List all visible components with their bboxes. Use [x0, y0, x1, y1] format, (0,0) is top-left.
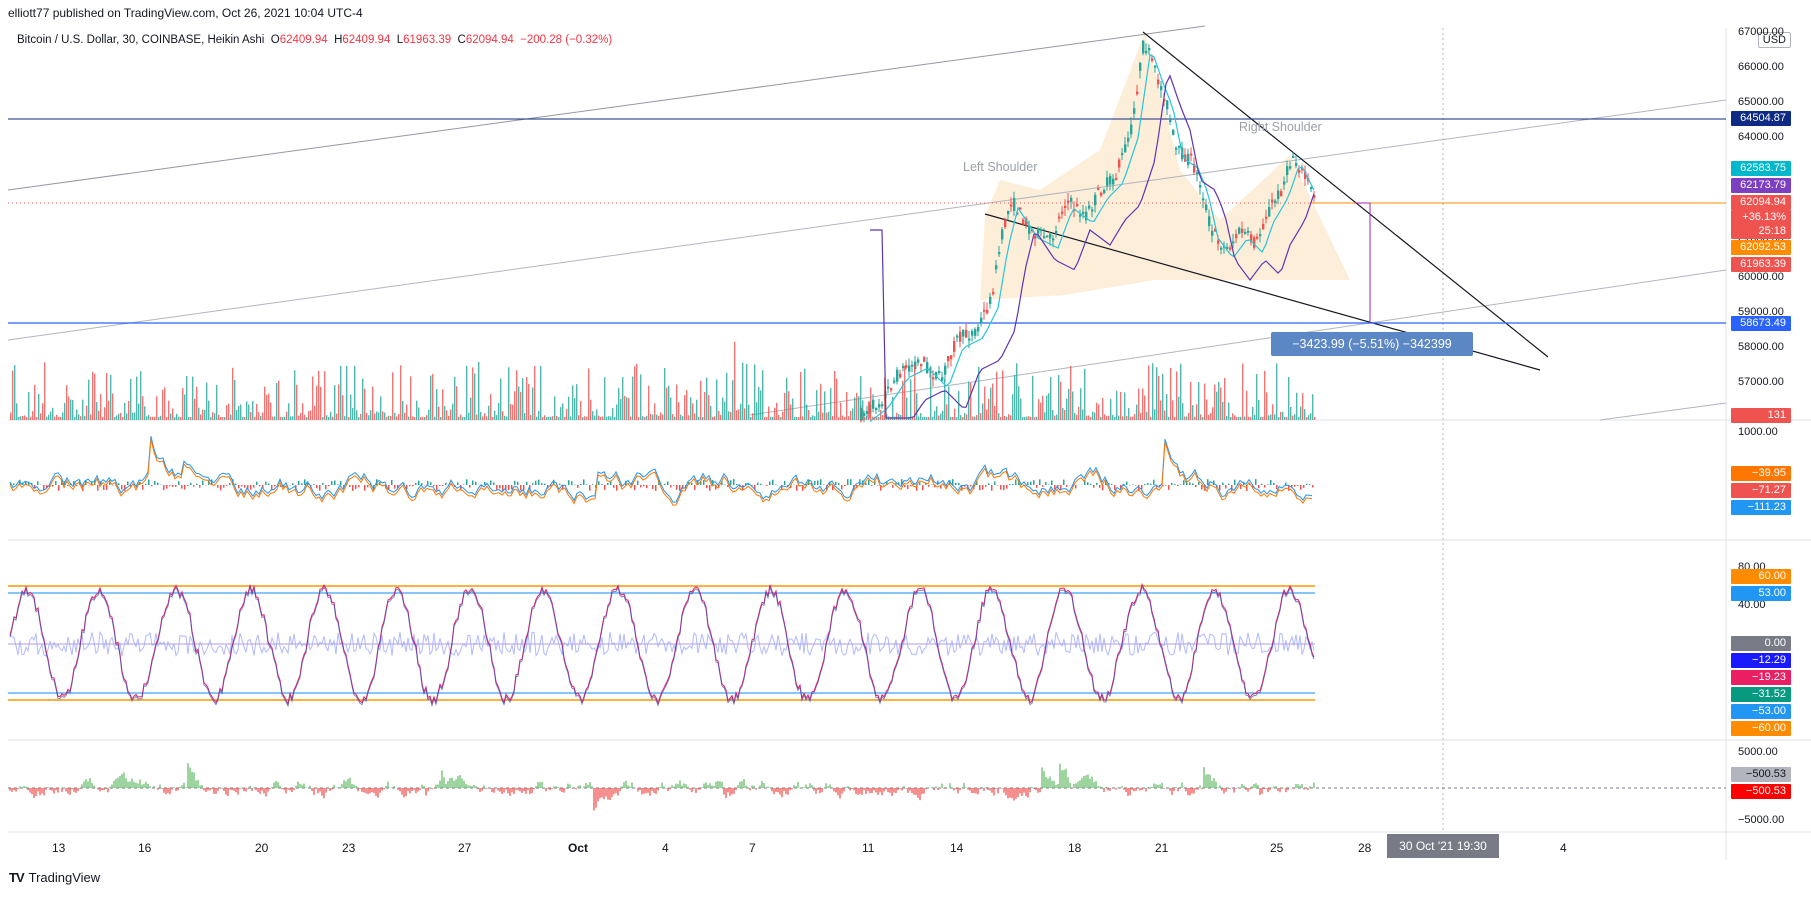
stoch-tag: 0.00	[1731, 636, 1791, 651]
time-axis-label: 20	[255, 841, 269, 855]
publisher-info: elliott77 published on TradingView.com, …	[8, 6, 363, 20]
price-tag: 58673.49	[1731, 316, 1791, 331]
time-axis-label: 21	[1155, 841, 1169, 855]
low-value: 61963.39	[403, 34, 452, 46]
stoch-axis-label: 40.00	[1738, 599, 1766, 611]
right-shoulder-label[interactable]: Right Shoulder	[1239, 120, 1322, 134]
price-axis-label: 58000.00	[1738, 341, 1784, 353]
time-axis-label: 28	[1358, 841, 1372, 855]
moving-averages	[869, 54, 1315, 422]
price-tag: 62094.94	[1731, 195, 1791, 210]
high-value: 62409.94	[342, 34, 391, 46]
time-axis-label: 13	[52, 841, 66, 855]
wedge-line[interactable]	[1142, 31, 1549, 358]
price-axis-label: 66000.00	[1738, 61, 1784, 73]
volume-oscillator-pane	[9, 763, 1315, 811]
time-axis-label: 25	[1270, 841, 1284, 855]
price-axis-label: 65000.00	[1738, 96, 1784, 108]
stoch-tag: −19.23	[1731, 670, 1791, 685]
stoch-tag: −60.00	[1731, 721, 1791, 736]
time-axis-label: 11	[862, 841, 875, 855]
change-value: −200.28 (−0.32%)	[520, 34, 613, 46]
symbol-name[interactable]: Bitcoin / U.S. Dollar, 30, COINBASE, Hei…	[17, 34, 265, 46]
stoch-tag: −31.52	[1731, 687, 1791, 702]
time-axis-label: 23	[342, 841, 356, 855]
osc-tag: −500.53	[1731, 784, 1791, 799]
price-tag: 64504.87	[1731, 111, 1791, 126]
currency-button[interactable]: USD	[1757, 32, 1791, 48]
price-axis-label: 57000.00	[1738, 376, 1784, 388]
crosshair-date-label: 30 Oct '21 19:30	[1387, 834, 1499, 858]
osc-axis-label: −5000.00	[1738, 814, 1785, 826]
tradingview-logo-icon: TV	[9, 870, 25, 885]
trend-line[interactable]	[7, 99, 1727, 341]
stoch-tag: 60.00	[1731, 569, 1791, 584]
price-tag: 62583.75	[1731, 161, 1791, 176]
symbol-legend: Bitcoin / U.S. Dollar, 30, COINBASE, Hei…	[17, 34, 613, 46]
time-axis-label: 27	[458, 841, 472, 855]
time-axis-label: 7	[749, 841, 756, 855]
time-axis-label: 14	[950, 841, 964, 855]
price-tag: 62173.79	[1731, 178, 1791, 193]
time-axis-label: 16	[138, 841, 152, 855]
trend-line[interactable]	[7, 25, 1206, 191]
macd-pane	[9, 436, 1314, 506]
left-shoulder-label[interactable]: Left Shoulder	[963, 160, 1038, 174]
open-value: 62409.94	[279, 34, 328, 46]
trend-line[interactable]	[1599, 402, 1727, 421]
head-shoulders-shape[interactable]	[980, 32, 1350, 300]
stoch-tag: −53.00	[1731, 704, 1791, 719]
price-tag: +36.13%	[1731, 210, 1791, 225]
close-value: 62094.94	[465, 34, 514, 46]
price-tag: 61963.39	[1731, 257, 1791, 272]
stochastic-pane	[9, 582, 1315, 708]
time-axis-label: 18	[1068, 841, 1082, 855]
macd-tag: −111.23	[1731, 500, 1791, 515]
tradingview-brand[interactable]: TV TradingView	[9, 870, 101, 885]
price-axis-label: 60000.00	[1738, 271, 1784, 283]
osc-tag: −500.53	[1731, 767, 1791, 782]
trend-line[interactable]	[749, 269, 1727, 416]
price-tag: 25:18	[1731, 224, 1791, 239]
macd-axis-label: 1000.00	[1738, 426, 1778, 438]
time-axis-label: 4	[662, 841, 669, 855]
stoch-tag: 53.00	[1731, 586, 1791, 601]
measure-label[interactable]: −3423.99 (−5.51%) −342399	[1271, 332, 1473, 356]
volume-bars	[10, 341, 1316, 420]
osc-axis-label: 5000.00	[1738, 746, 1778, 758]
price-tag: 62092.53	[1731, 240, 1791, 255]
price-axis-label: 59000.00	[1738, 306, 1784, 318]
price-axis-label: 64000.00	[1738, 131, 1784, 143]
stoch-tag: −12.29	[1731, 653, 1791, 668]
time-axis-label: Oct	[568, 841, 589, 855]
macd-tag: −71.27	[1731, 483, 1791, 498]
macd-tag: −39.95	[1731, 466, 1791, 481]
time-axis-label: 4	[1560, 841, 1567, 855]
price-axis-label: 67000.00	[1738, 26, 1784, 38]
price-tag: 131	[1731, 408, 1791, 423]
